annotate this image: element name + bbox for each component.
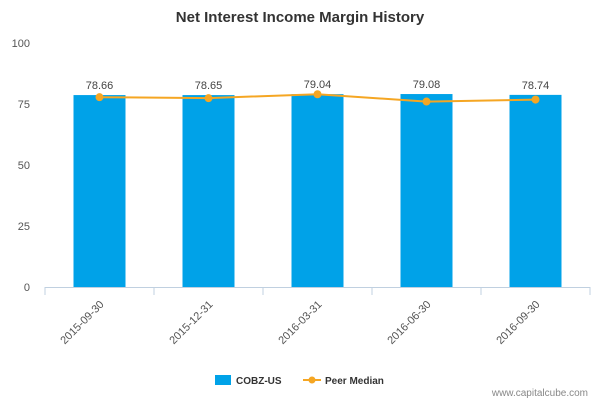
y-tick-label: 0 <box>24 282 30 294</box>
data-label: 78.65 <box>195 80 223 92</box>
data-label: 79.08 <box>413 79 441 91</box>
bar <box>509 94 562 288</box>
bar <box>400 94 453 287</box>
credit-text: www.capitalcube.com <box>491 388 588 399</box>
bar <box>182 95 235 288</box>
legend-label-cobz: COBZ-US <box>236 376 282 387</box>
x-tick-label: 2016-06-30 <box>385 299 433 347</box>
bar <box>291 94 344 288</box>
chart-title: Net Interest Income Margin History <box>176 9 425 26</box>
peer-median-point <box>531 95 540 104</box>
bar <box>73 95 126 287</box>
legend: COBZ-US Peer Median <box>215 375 384 387</box>
data-label: 78.74 <box>522 80 550 92</box>
y-tick-label: 100 <box>12 38 30 50</box>
x-tick-label: 2015-09-30 <box>58 299 106 347</box>
peer-median-series <box>95 90 540 106</box>
peer-median-point <box>422 97 431 106</box>
legend-swatch-cobz <box>215 375 231 385</box>
y-tick-label: 75 <box>18 99 30 111</box>
peer-median-point <box>313 90 322 99</box>
data-labels: 78.66 78.65 79.04 79.08 78.74 <box>86 79 550 92</box>
x-tick-label: 2016-09-30 <box>494 299 542 347</box>
peer-median-point <box>204 94 213 103</box>
peer-median-point <box>95 93 104 102</box>
legend-label-peer: Peer Median <box>325 376 384 387</box>
y-axis: 0 25 50 75 100 <box>12 38 30 294</box>
x-tick-label: 2016-03-31 <box>276 299 324 347</box>
y-tick-label: 50 <box>18 160 30 172</box>
data-label: 79.04 <box>304 79 332 91</box>
legend-marker-peer <box>308 376 316 384</box>
data-label: 78.66 <box>86 80 114 92</box>
y-tick-label: 25 <box>18 221 30 233</box>
x-tick-label: 2015-12-31 <box>167 299 215 347</box>
bar-series <box>73 94 562 288</box>
x-axis-ticks: 2015-09-30 2015-12-31 2016-03-31 2016-06-30… <box>44 287 591 347</box>
